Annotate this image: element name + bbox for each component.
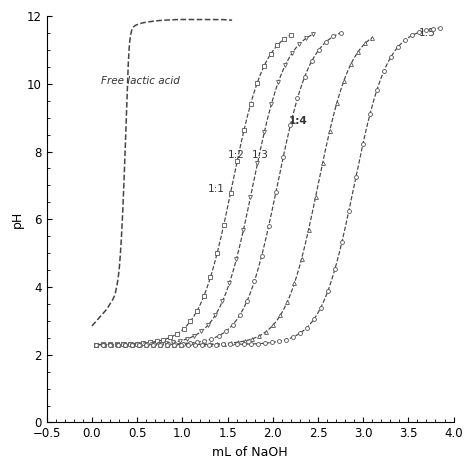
- Text: Free lactic acid: Free lactic acid: [101, 76, 180, 86]
- Text: 1:1: 1:1: [208, 184, 225, 194]
- Text: 1:5: 1:5: [419, 28, 436, 39]
- X-axis label: mL of NaOH: mL of NaOH: [212, 446, 288, 459]
- Y-axis label: pH: pH: [11, 211, 24, 228]
- Text: 1:3: 1:3: [252, 150, 269, 160]
- Text: 1:2: 1:2: [228, 150, 245, 160]
- Text: 1:4: 1:4: [289, 117, 308, 126]
